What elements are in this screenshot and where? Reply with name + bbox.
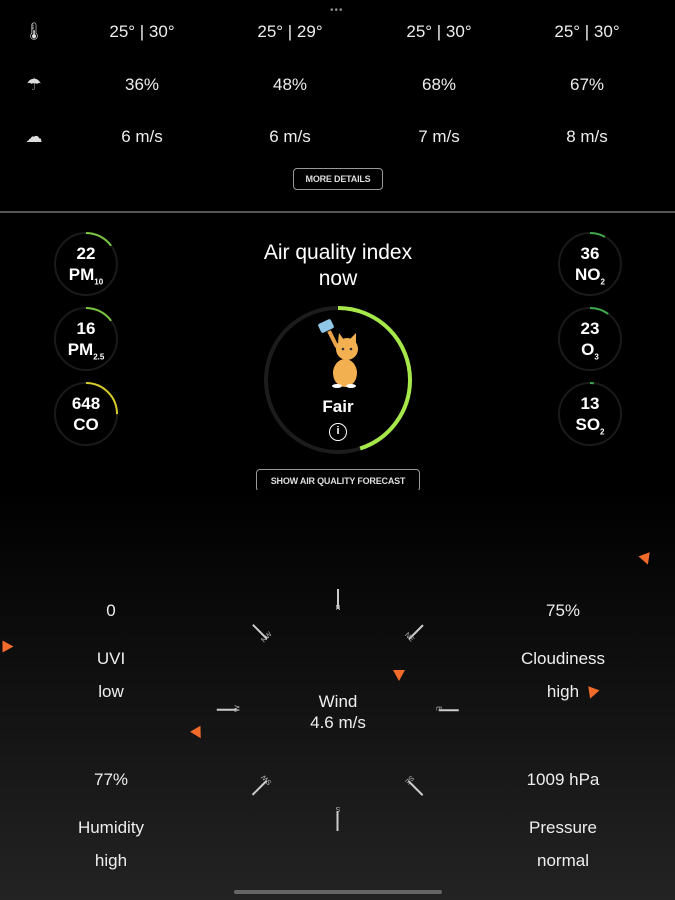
aqi-title: Air quality index now: [188, 240, 488, 292]
forecast-cell: 67%: [569, 75, 605, 94]
aqi-title-line1: Air quality index: [263, 241, 413, 264]
cloudiness-level: high: [546, 682, 580, 701]
pollutant-o3[interactable]: 23 O3: [557, 306, 623, 372]
pollutant-value: 16: [76, 319, 96, 338]
pollutant-name: PM10: [68, 265, 104, 287]
compass-label-n: N: [335, 605, 341, 612]
pollutant-co[interactable]: 648 CO: [53, 381, 119, 447]
cat-mascot-icon: [318, 319, 358, 388]
info-icon[interactable]: i: [329, 423, 347, 441]
pollutant-ring: [54, 232, 118, 296]
compass-label-w: W: [234, 705, 242, 712]
forecast-cell: 25° | 30°: [406, 22, 472, 41]
uvi-label: UVI: [96, 649, 126, 668]
thermometer-icon: 🌡: [23, 22, 45, 41]
wind-readout: Wind 4.6 m/s: [258, 691, 418, 733]
aqi-status: Fair: [322, 397, 354, 416]
wind-value: 4.6 m/s: [310, 713, 366, 732]
pollutant-no2[interactable]: 36 NO2: [557, 231, 623, 297]
forecast-cell: 6 m/s: [269, 127, 311, 146]
compass-tick: [337, 589, 339, 609]
uvi-value: 0: [106, 601, 116, 620]
humidity-level: high: [94, 851, 128, 870]
pollutant-value: 23: [580, 319, 600, 338]
aqi-title-line2: now: [318, 267, 358, 290]
pollutant-value: 648: [71, 394, 101, 413]
pollutant-pm10[interactable]: 22 PM10: [53, 231, 119, 297]
forecast-cell: 7 m/s: [418, 127, 460, 146]
pollutant-so2[interactable]: 13 SO2: [557, 381, 623, 447]
pressure-label: Pressure: [528, 818, 598, 837]
forecast-cell: 8 m/s: [566, 127, 608, 146]
pollutant-pm25[interactable]: 16 PM2.5: [53, 306, 119, 372]
pollutant-ring: [558, 382, 622, 446]
forecast-cell: 25° | 30°: [109, 22, 175, 41]
cloudiness-label: Cloudiness: [520, 649, 606, 668]
more-details-button[interactable]: MORE DETAILS: [293, 168, 383, 190]
pollutant-name: NO2: [575, 265, 605, 287]
pressure-value: 1009 hPa: [526, 770, 600, 789]
forecast-cell: 48%: [272, 75, 308, 94]
compass-label-e: E: [434, 706, 442, 711]
forecast-cell: 68%: [421, 75, 457, 94]
pollutant-value: 22: [76, 244, 96, 263]
aqi-level-arc: [264, 306, 412, 454]
umbrella-icon: ☂: [26, 75, 42, 94]
pollutant-name: SO2: [575, 415, 605, 437]
pollutant-ring: [558, 232, 622, 296]
compass-tick: [337, 811, 339, 831]
show-air-quality-forecast-button[interactable]: SHOW AIR QUALITY FORECAST: [256, 469, 420, 492]
wind-cloud-icon: ☁: [25, 127, 43, 146]
pressure-level: normal: [537, 851, 589, 870]
pollutant-name: O3: [581, 340, 599, 362]
pollutant-value: 13: [580, 394, 600, 413]
aqi-ring: [264, 306, 412, 454]
gauge-pointer-icon: [2, 640, 14, 653]
pollutant-ring: [558, 307, 622, 371]
pollutant-name: CO: [73, 415, 99, 434]
cloudiness-value: 75%: [545, 601, 581, 620]
wind-label: Wind: [318, 692, 358, 711]
forecast-cell: 25° | 29°: [257, 22, 323, 41]
pollutant-value: 36: [580, 244, 600, 263]
uvi-level: low: [98, 682, 124, 701]
forecast-cell: 36%: [124, 75, 160, 94]
humidity-value: 77%: [93, 770, 129, 789]
details-panel: [0, 490, 675, 900]
forecast-cell: 25° | 30°: [554, 22, 620, 41]
pollutant-ring: [54, 382, 118, 446]
pollutant-ring: [54, 307, 118, 371]
home-indicator[interactable]: [234, 890, 442, 894]
gauge-pointer-icon: [393, 670, 405, 681]
compass-label-s: S: [335, 805, 341, 812]
drag-handle[interactable]: •••: [330, 5, 344, 16]
aqi-gauge[interactable]: Fair i: [263, 305, 413, 455]
compass-tick: [438, 709, 459, 711]
divider: [0, 211, 675, 213]
forecast-cell: 6 m/s: [121, 127, 163, 146]
pollutant-name: PM2.5: [67, 340, 105, 362]
humidity-label: Humidity: [77, 818, 145, 837]
